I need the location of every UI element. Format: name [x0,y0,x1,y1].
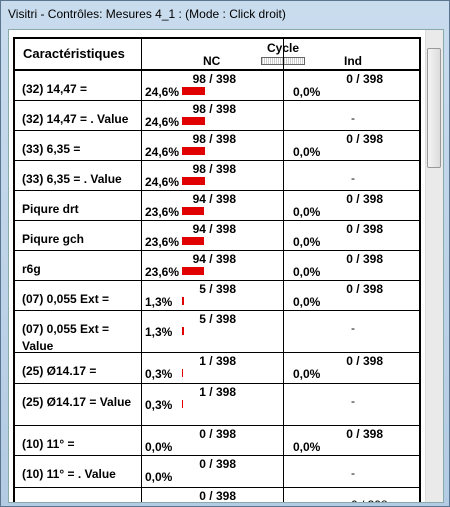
nc-percent: 23,6% [145,235,180,249]
ind-percent: 0,0% [293,367,321,381]
row-label: (07) 0,055 Ext = [22,292,110,306]
row-label: (33) 6,35 = [22,142,81,156]
nc-count: 94 / 398 [192,252,236,266]
row-label: r6g [22,262,41,276]
row-divider [15,190,419,191]
ind-count: 0 / 398 [346,192,383,206]
row-label: Piqure gch [22,232,85,246]
nc-bar [182,147,206,155]
nc-bar [182,400,184,408]
row-divider [15,160,419,161]
row-label: (07) 0,055 Ext = Value [22,322,110,353]
nc-percent: 1,3% [145,295,173,309]
scrollbar[interactable] [425,30,443,502]
row-label: (10) 11° = . Value [22,467,116,481]
row-divider [15,383,419,384]
column-divider [283,39,284,502]
window-title: Visitri - Contrôles: Mesures 4_1 : (Mode… [8,7,286,21]
row-divider [15,352,419,353]
nc-count: 98 / 398 [192,102,236,116]
ind-count: 0 / 398 [346,132,383,146]
ind-percent: 0,0% [293,145,321,159]
row-divider [15,130,419,131]
nc-count: 0 / 398 [199,489,236,503]
ind-count: 0 / 398 [346,282,383,296]
client-area: CaractéristiquesCycleNCInd(32) 14,47 =98… [8,29,444,503]
ind-count: 0 / 398 [346,72,383,86]
ind-percent: 0,0% [293,85,321,99]
nc-count: 5 / 398 [199,282,236,296]
nc-bar [182,267,205,275]
row-label: (32) 14,47 = [22,82,88,96]
ind-percent: 0,0% [293,440,321,454]
header-ind: Ind [344,54,362,68]
nc-percent: 0,3% [145,367,173,381]
nc-percent: 1,3% [145,325,173,339]
ind-count: 0 / 398 [346,354,383,368]
nc-bar [182,177,206,185]
row-divider [15,455,419,456]
nc-percent: 24,6% [145,85,180,99]
nc-count: 98 / 398 [192,72,236,86]
ind-percent: 0,0% [293,235,321,249]
ind-count: - [351,466,355,480]
row-divider [15,69,419,71]
nc-bar [182,237,205,245]
nc-count: 5 / 398 [199,312,236,326]
ind-count: 0 / 398 [346,427,383,441]
ind-count: 0 / 398 [346,252,383,266]
nc-percent: 0,0% [145,440,173,454]
header-nc: NC [203,54,221,68]
ind-percent: 0,0% [293,205,321,219]
row-label: (32) 14,47 = . Value [22,112,129,126]
nc-count: 94 / 398 [192,192,236,206]
ind-count: - [351,111,355,125]
nc-percent: 24,6% [145,115,180,129]
nc-percent: 24,6% [145,175,180,189]
ind-percent: 0,0% [293,265,321,279]
header-label: Caractéristiques [23,46,125,61]
row-label: (25) Ø14.17 = [22,364,97,378]
ind-count: 0 / 398 [346,222,383,236]
table: CaractéristiquesCycleNCInd(32) 14,47 =98… [13,37,421,503]
ind-count: - [351,394,355,408]
nc-count: 1 / 398 [199,385,236,399]
nc-bar [182,87,206,95]
ind-count: - [351,171,355,185]
ind-count: 0 / 398 [351,498,388,502]
row-divider [15,487,419,488]
ind-count: - [351,321,355,335]
row-label: Piqure drt [22,202,79,216]
nc-percent: 23,6% [145,265,180,279]
scroll-thumb[interactable] [427,48,441,168]
row-divider [15,280,419,281]
nc-count: 94 / 398 [192,222,236,236]
nc-bar [182,117,206,125]
ind-percent: 0,0% [293,295,321,309]
row-label: (25) Ø14.17 = Value [22,395,132,409]
nc-percent: 0,0% [145,470,173,484]
nc-bar [182,369,184,377]
nc-bar [182,327,185,335]
column-divider [141,39,142,502]
row-label: (33) 6,35 = . Value [22,172,122,186]
row-label: (10) 11° = [22,437,75,451]
nc-percent: 24,6% [145,145,180,159]
nc-bar [182,297,185,305]
nc-percent: 23,6% [145,205,180,219]
nc-percent: 0,3% [145,398,173,412]
nc-count: 0 / 398 [199,427,236,441]
row-divider [15,250,419,251]
row-divider [15,425,419,426]
row-divider [15,220,419,221]
nc-count: 1 / 398 [199,354,236,368]
nc-count: 0 / 398 [199,457,236,471]
nc-bar [182,207,205,215]
nc-count: 98 / 398 [192,162,236,176]
nc-count: 98 / 398 [192,132,236,146]
row-divider [15,100,419,101]
row-divider [15,310,419,311]
